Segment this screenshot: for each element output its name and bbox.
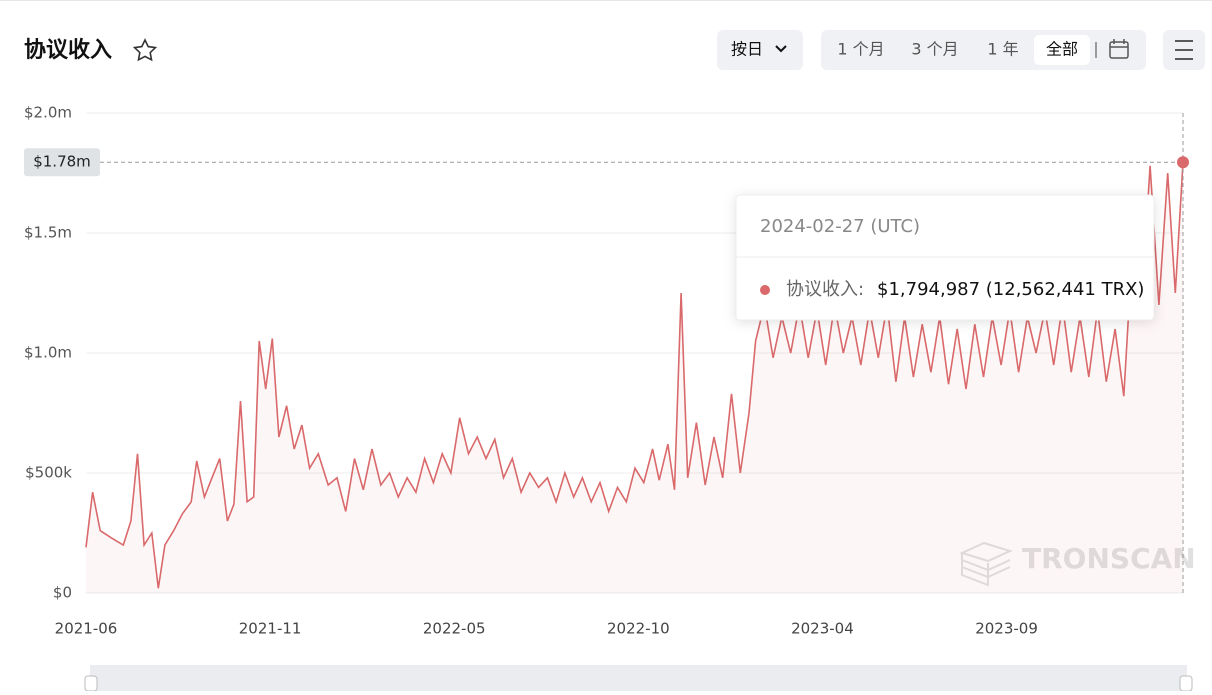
area <box>86 162 1183 593</box>
x-tick-label: 2022-10 <box>607 620 670 638</box>
favorite-star[interactable] <box>132 38 158 62</box>
range-button[interactable]: 3 个月 <box>911 40 958 59</box>
x-tick-label: 2023-09 <box>975 620 1038 638</box>
range-buttons: 1 个月 3 个月 1 年 全部 <box>837 35 1090 65</box>
x-tick-label: 2023-04 <box>791 620 854 638</box>
y-tick-label: $0 <box>53 584 72 602</box>
range-button-active <box>1034 35 1090 65</box>
brush-track[interactable] <box>90 665 1187 691</box>
tooltip-label: 协议收入: <box>786 279 864 300</box>
y-tick-label: $1.5m <box>24 224 72 242</box>
x-tick-label: 2022-05 <box>423 620 486 638</box>
granularity-label: 按日 <box>731 40 763 59</box>
plot: $0 $500k $1.0m $1.5m $2.0m 2021-06 2021-11 2022… <box>24 104 1189 638</box>
menu-icon <box>1175 40 1193 60</box>
y-tick-label: $1.0m <box>24 344 72 362</box>
x-tick-label: 2021-11 <box>239 620 302 638</box>
line <box>85 162 1184 589</box>
tooltip-date: 2024-02-27 (UTC) <box>760 216 920 237</box>
highlight-point <box>1177 156 1189 169</box>
tooltip-value: $1,794,987 (12,562,441 TRX) <box>877 279 1144 300</box>
dropdown-arrow <box>775 45 787 53</box>
range-button[interactable]: 1 个月 <box>837 40 884 59</box>
range-button[interactable]: 1 年 <box>987 40 1018 59</box>
tooltip: 2024-02-27 (UTC) 协议收入: $1,794,987 (12,56… <box>735 194 1155 321</box>
x-tick-label: 2021-06 <box>55 620 118 638</box>
watermark-text: TRONSCAN <box>1022 542 1196 575</box>
tooltip-dot <box>760 285 770 295</box>
y-tick-label: $500k <box>25 464 72 482</box>
page-title: 协议收入 <box>24 37 112 63</box>
brush-handle-right[interactable] <box>1179 675 1193 692</box>
calendar-icon[interactable] <box>1109 39 1129 59</box>
crosshair-label: $1.78m <box>33 153 91 171</box>
range-button[interactable]: 全部 <box>1046 40 1078 59</box>
y-tick-label: $2.0m <box>24 104 72 122</box>
crosshair-label-box <box>24 148 100 177</box>
brush-handle-left[interactable] <box>84 675 98 692</box>
watermark: TRONSCAN <box>959 541 1196 587</box>
granularity-dropdown[interactable] <box>717 30 803 70</box>
